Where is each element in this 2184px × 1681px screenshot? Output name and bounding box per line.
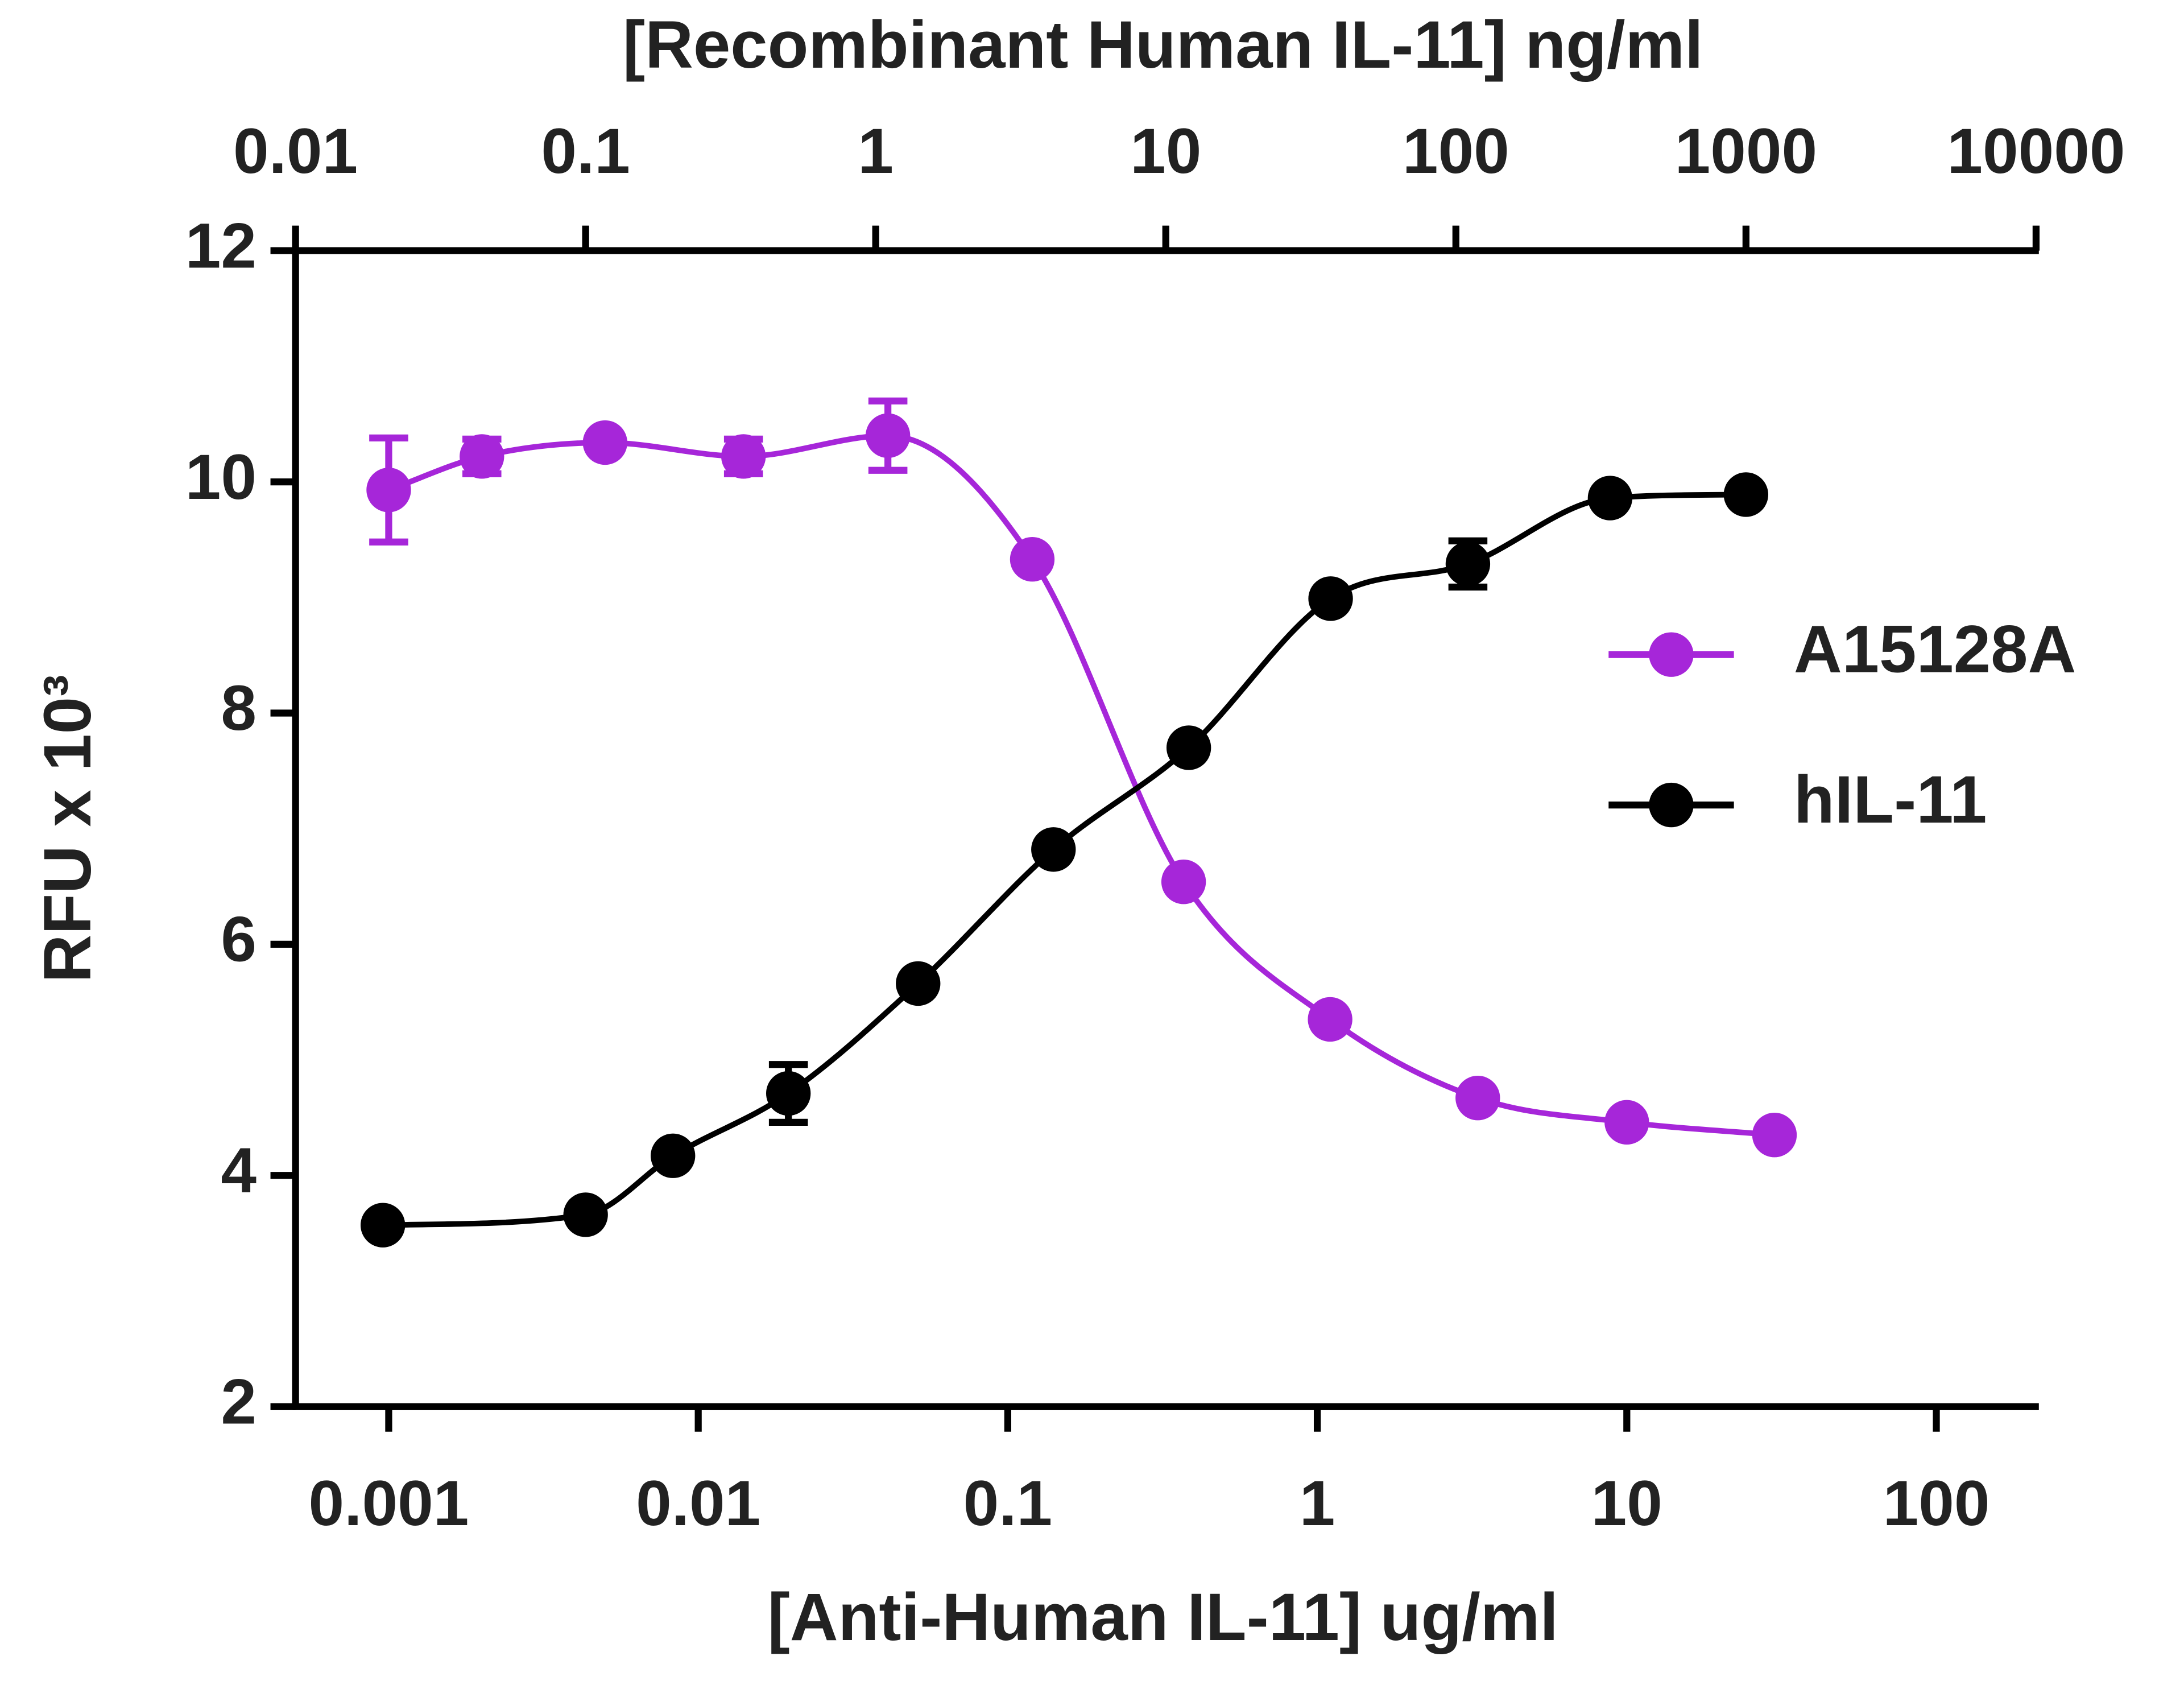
y-tick-label: 12 — [185, 209, 257, 281]
data-point — [582, 420, 628, 465]
y-tick-label: 4 — [221, 1134, 257, 1206]
x2-tick-label: 1 — [858, 115, 894, 187]
data-point — [1723, 472, 1769, 517]
data-point — [1445, 542, 1491, 587]
y-tick-label: 8 — [221, 672, 257, 744]
x-tick-label: 0.01 — [636, 1467, 760, 1539]
x2-tick-label: 10 — [1130, 115, 1201, 187]
data-point — [1604, 1100, 1649, 1145]
data-point — [896, 961, 941, 1006]
legend-label: hIL-11 — [1794, 762, 1987, 837]
data-point — [563, 1192, 608, 1237]
data-point — [360, 1203, 406, 1248]
data-point — [460, 434, 504, 479]
data-point — [766, 1071, 811, 1116]
x2-axis-title: [Recombinant Human IL-11] ng/ml — [623, 7, 1703, 82]
x-tick-label: 10 — [1591, 1467, 1662, 1539]
data-point — [366, 468, 411, 513]
legend-marker — [1649, 782, 1694, 828]
data-point — [1308, 576, 1353, 621]
x-tick-label: 0.1 — [963, 1467, 1053, 1539]
x2-tick-label: 0.01 — [233, 115, 358, 187]
x2-tick-label: 10000 — [1947, 115, 2125, 187]
data-point — [1031, 827, 1076, 872]
x-tick-label: 1 — [1300, 1467, 1335, 1539]
data-point — [651, 1133, 696, 1178]
data-point — [1166, 725, 1211, 770]
data-point — [1455, 1075, 1500, 1121]
x2-tick-label: 100 — [1403, 115, 1509, 187]
x-axis-title: [Anti-Human IL-11] ug/ml — [768, 1580, 1558, 1654]
data-point — [1010, 537, 1055, 582]
data-point — [865, 413, 911, 458]
data-point — [1752, 1113, 1797, 1158]
data-point — [1308, 997, 1352, 1042]
legend-marker — [1649, 632, 1694, 677]
data-point — [1161, 859, 1206, 904]
x2-tick-label: 1000 — [1675, 115, 1818, 187]
x-tick-label: 100 — [1883, 1467, 1990, 1539]
y-tick-label: 6 — [221, 903, 257, 975]
data-point — [721, 434, 766, 479]
y-axis-title: RFU x 10³ — [30, 675, 105, 983]
y-tick-label: 2 — [221, 1365, 257, 1437]
y-tick-label: 10 — [185, 441, 257, 513]
x2-tick-label: 0.1 — [541, 115, 630, 187]
data-point — [1587, 476, 1633, 521]
x-tick-label: 0.001 — [309, 1467, 469, 1539]
legend-label: A15128A — [1794, 612, 2076, 687]
